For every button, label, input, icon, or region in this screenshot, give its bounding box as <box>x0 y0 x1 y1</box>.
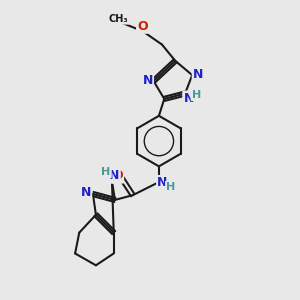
Text: O: O <box>137 20 148 33</box>
Text: H: H <box>101 167 111 177</box>
Text: N: N <box>142 74 153 87</box>
Text: N: N <box>81 186 91 199</box>
Text: CH₃: CH₃ <box>109 14 129 24</box>
Text: N: N <box>184 92 194 105</box>
Text: N: N <box>157 176 168 189</box>
Text: O: O <box>112 169 123 182</box>
Text: H: H <box>192 90 201 100</box>
Text: N: N <box>193 68 203 81</box>
Text: N: N <box>109 169 119 182</box>
Text: H: H <box>166 182 176 192</box>
